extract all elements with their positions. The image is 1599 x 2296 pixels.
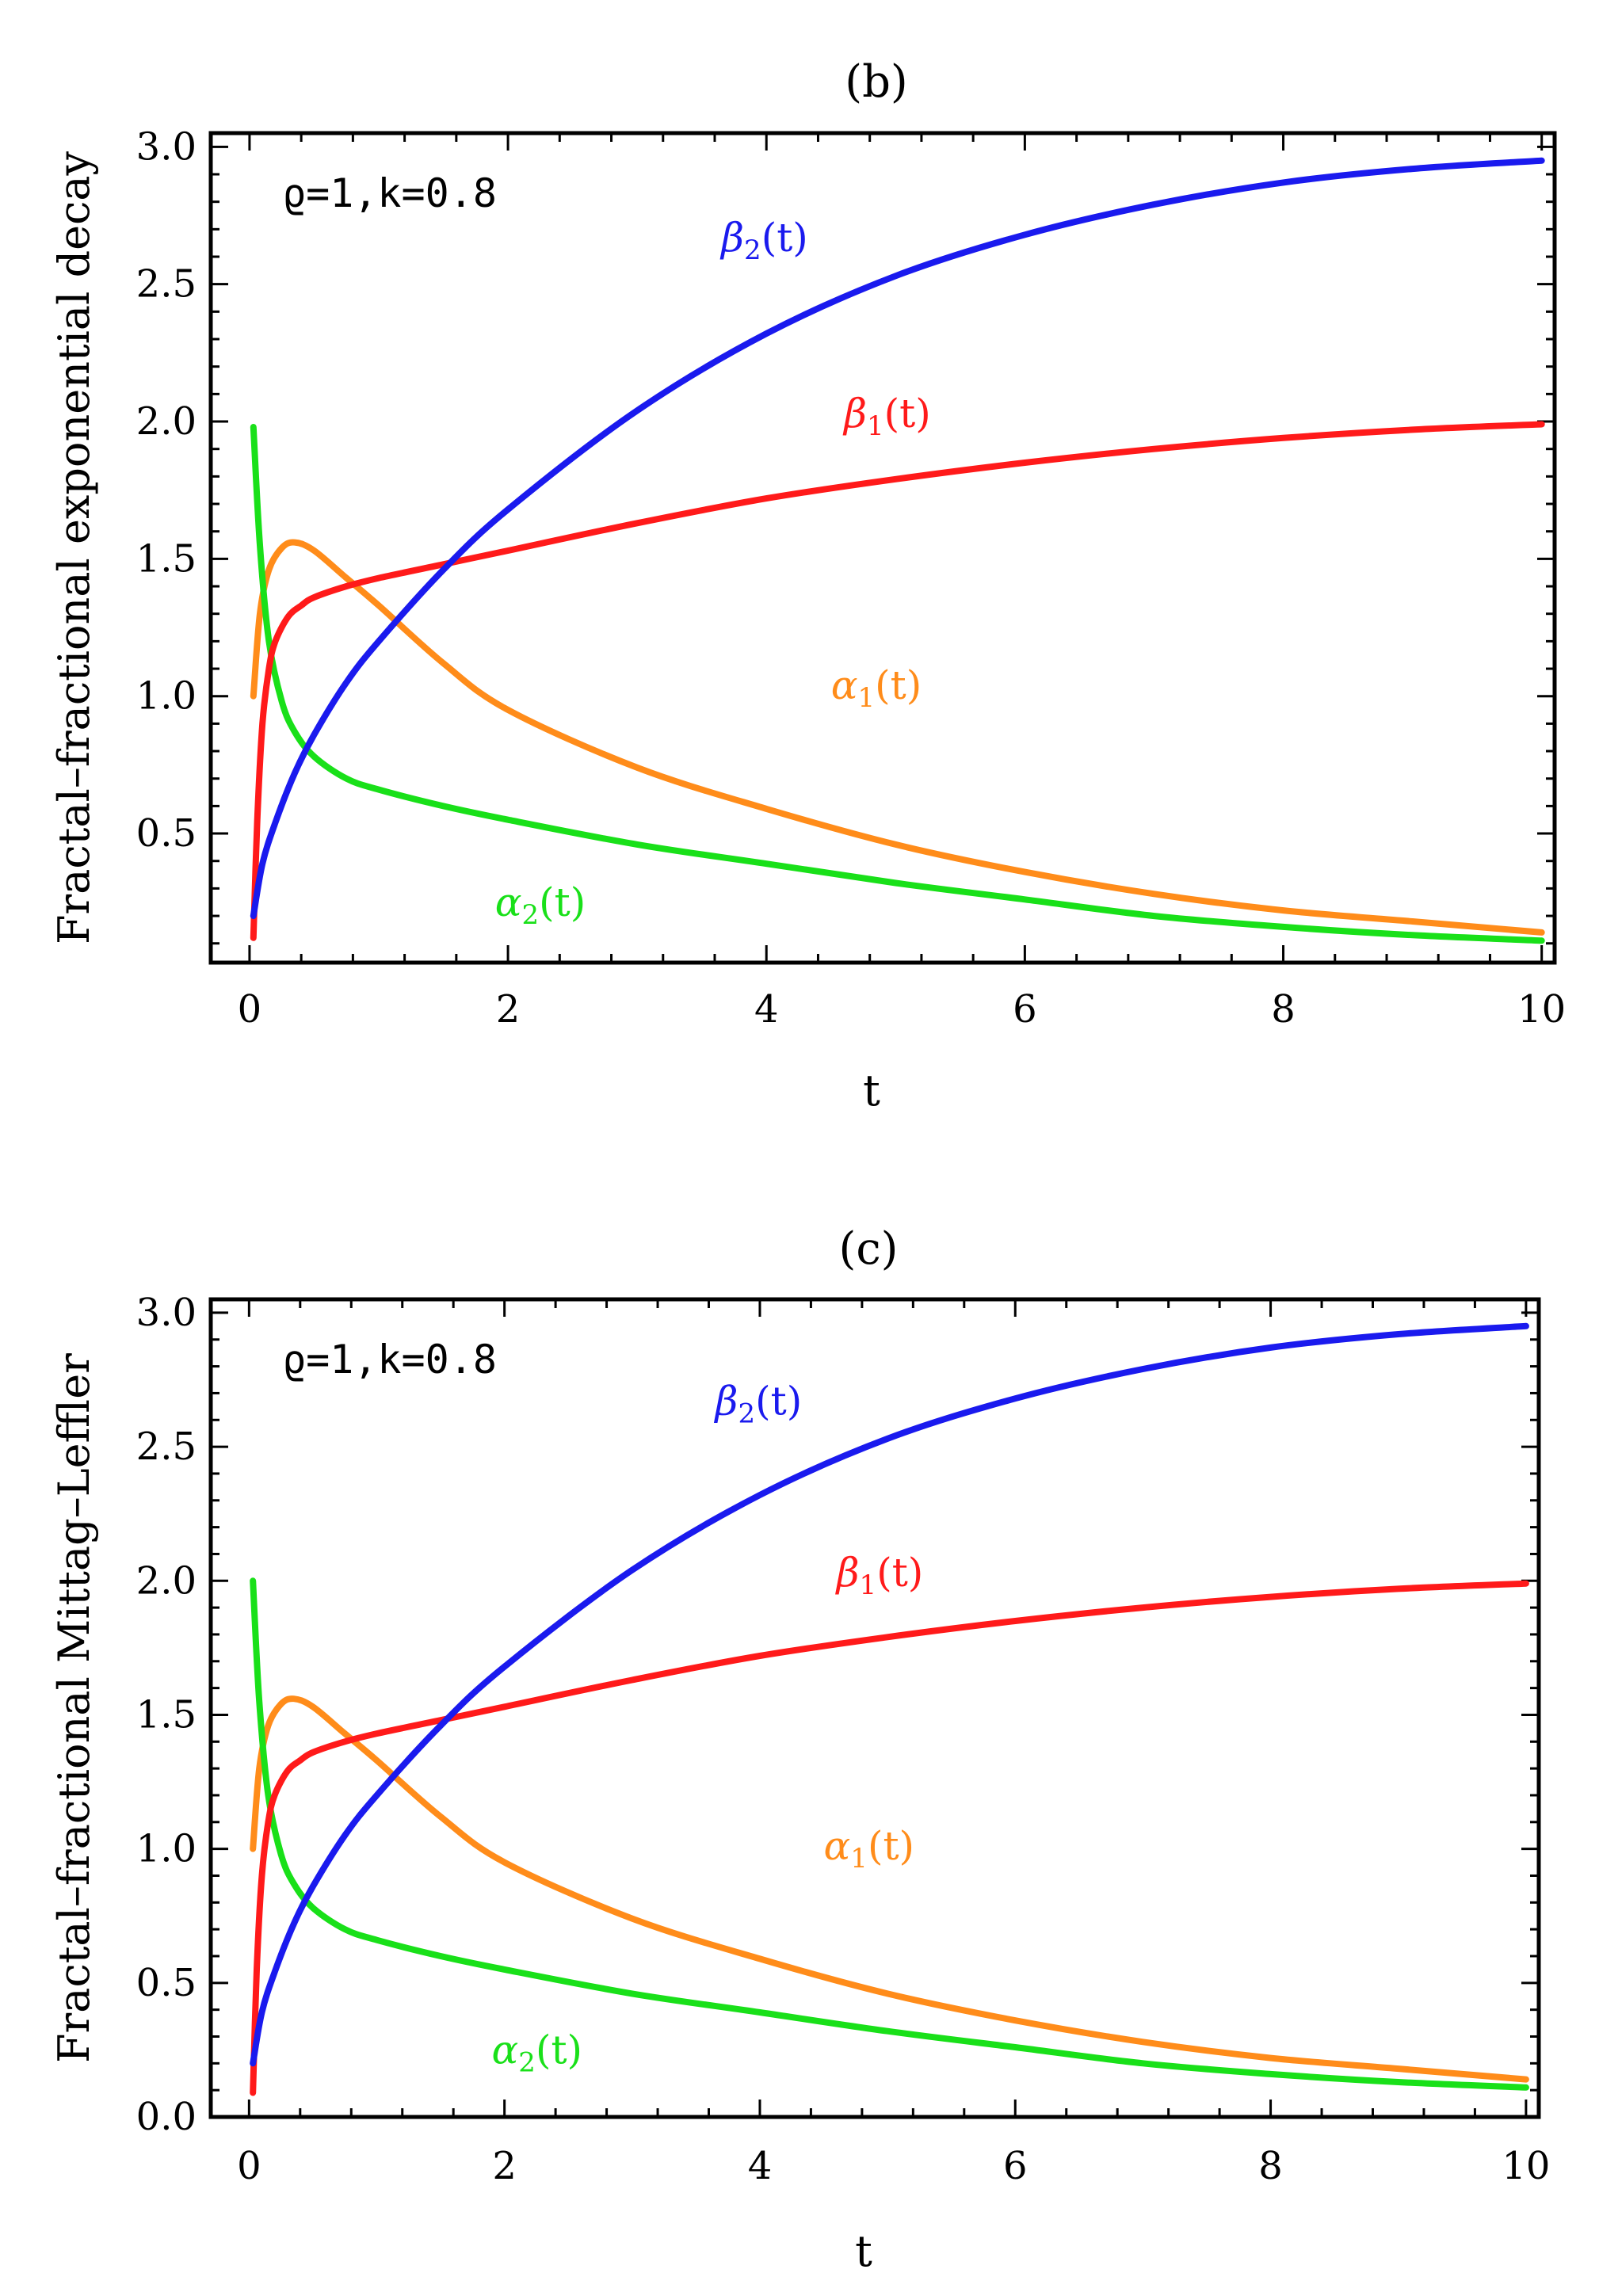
x-tick-label: 0 xyxy=(238,987,262,1032)
series-label-greek: β xyxy=(835,1550,860,1596)
x-tick-label: 2 xyxy=(496,987,521,1032)
series-label-suffix: (t) xyxy=(876,1550,923,1596)
x-axis-title: t xyxy=(855,2226,872,2276)
chart-panel-b: (b) 0 2 4 6 8 10 0.5 1.0 1.5 2.0 2.5 3.0 t Fractal–fra… xyxy=(49,56,1566,1116)
x-tick-label: 8 xyxy=(1258,2144,1283,2188)
y-tick-label: 3.0 xyxy=(136,1291,197,1335)
series-label-alpha1: α1(t) xyxy=(824,1823,915,1875)
series-label-greek: α xyxy=(495,879,522,925)
y-tick-label: 3.0 xyxy=(136,124,197,169)
x-tick-label: 0 xyxy=(237,2144,261,2188)
y-axis-title: Fractal–fractional Mittag–Leffler xyxy=(49,1353,99,2063)
series-label-subscript: 2 xyxy=(744,235,761,266)
x-tick-label: 10 xyxy=(1517,987,1566,1032)
x-tick-label: 4 xyxy=(748,2144,773,2188)
parameter-annotation: ϱ=1,k=0.8 xyxy=(282,1337,497,1383)
series-label-beta1: β1(t) xyxy=(835,1550,924,1601)
series-label-suffix: (t) xyxy=(875,662,922,708)
series-line-beta2 xyxy=(250,1322,1529,2067)
series-line-alpha1 xyxy=(250,1695,1529,2083)
series-line-beta1 xyxy=(250,1580,1529,2096)
parameter-annotation: ϱ=1,k=0.8 xyxy=(282,170,497,216)
chart-panel-c: (c) 0 2 4 6 8 10 0.0 0.5 1.0 1.5 2.0 2.5 3.0 t Fractal–… xyxy=(49,1223,1550,2276)
y-tick-label: 2.5 xyxy=(136,1425,197,1469)
series-label-subscript: 1 xyxy=(850,1843,868,1875)
x-tick-label: 10 xyxy=(1502,2144,1550,2188)
series-label-beta1: β1(t) xyxy=(842,391,931,442)
series-label-suffix: (t) xyxy=(761,215,808,261)
y-tick-label: 2.5 xyxy=(136,262,197,307)
series-label-subscript: 2 xyxy=(518,2046,536,2078)
series-label-subscript: 1 xyxy=(858,682,876,714)
series-label-subscript: 2 xyxy=(738,1398,755,1429)
series-label-alpha1: α1(t) xyxy=(831,662,922,714)
series-label-suffix: (t) xyxy=(868,1823,914,1869)
y-tick-label: 2.0 xyxy=(136,1558,197,1603)
y-tick-label: 1.0 xyxy=(136,1827,197,1871)
series-label-suffix: (t) xyxy=(536,2027,582,2073)
y-tick-label: 0.5 xyxy=(136,1961,197,2005)
series-label-greek: β xyxy=(719,215,744,261)
plot-frame xyxy=(208,131,1557,965)
x-tick-label: 6 xyxy=(1013,987,1037,1032)
series-line-alpha2 xyxy=(250,1577,1529,2091)
y-tick-label: 1.0 xyxy=(136,674,197,719)
series-label-suffix: (t) xyxy=(539,879,586,925)
x-tick-label: 6 xyxy=(1003,2144,1028,2188)
series-label-subscript: 2 xyxy=(522,899,540,931)
series-label-subscript: 1 xyxy=(860,1569,877,1601)
x-tick-label: 8 xyxy=(1271,987,1296,1032)
series-label-greek: β xyxy=(714,1378,738,1424)
plot-frame xyxy=(208,1297,1541,2119)
x-axis-title: t xyxy=(863,1066,880,1116)
series-label-alpha2: α2(t) xyxy=(495,879,586,931)
series-label-beta2: β2(t) xyxy=(719,215,808,266)
y-axis-title: Fractal–fractional exponential decay xyxy=(49,151,99,944)
series-label-greek: α xyxy=(824,1823,851,1869)
series-label-suffix: (t) xyxy=(755,1378,802,1424)
series-label-greek: α xyxy=(831,662,858,708)
chart-title: (c) xyxy=(838,1223,898,1275)
series-label-greek: β xyxy=(842,391,867,437)
series-label-alpha2: α2(t) xyxy=(492,2027,583,2078)
y-tick-label: 0.5 xyxy=(136,811,197,856)
series-line-beta2 xyxy=(250,157,1545,920)
series-line-alpha2 xyxy=(250,424,1545,944)
series-line-beta1 xyxy=(250,421,1545,941)
y-tick-label: 2.0 xyxy=(136,399,197,444)
series-label-subscript: 1 xyxy=(867,410,884,442)
series-label-greek: α xyxy=(492,2027,519,2073)
chart-title: (b) xyxy=(845,56,908,108)
x-tick-label: 4 xyxy=(754,987,779,1032)
series-label-beta2: β2(t) xyxy=(714,1378,803,1429)
y-tick-label: 0.0 xyxy=(136,2095,197,2139)
series-line-alpha1 xyxy=(250,539,1545,936)
x-tick-label: 2 xyxy=(492,2144,517,2188)
y-tick-label: 1.5 xyxy=(136,536,197,581)
series-label-suffix: (t) xyxy=(884,391,931,437)
y-tick-label: 1.5 xyxy=(136,1692,197,1737)
